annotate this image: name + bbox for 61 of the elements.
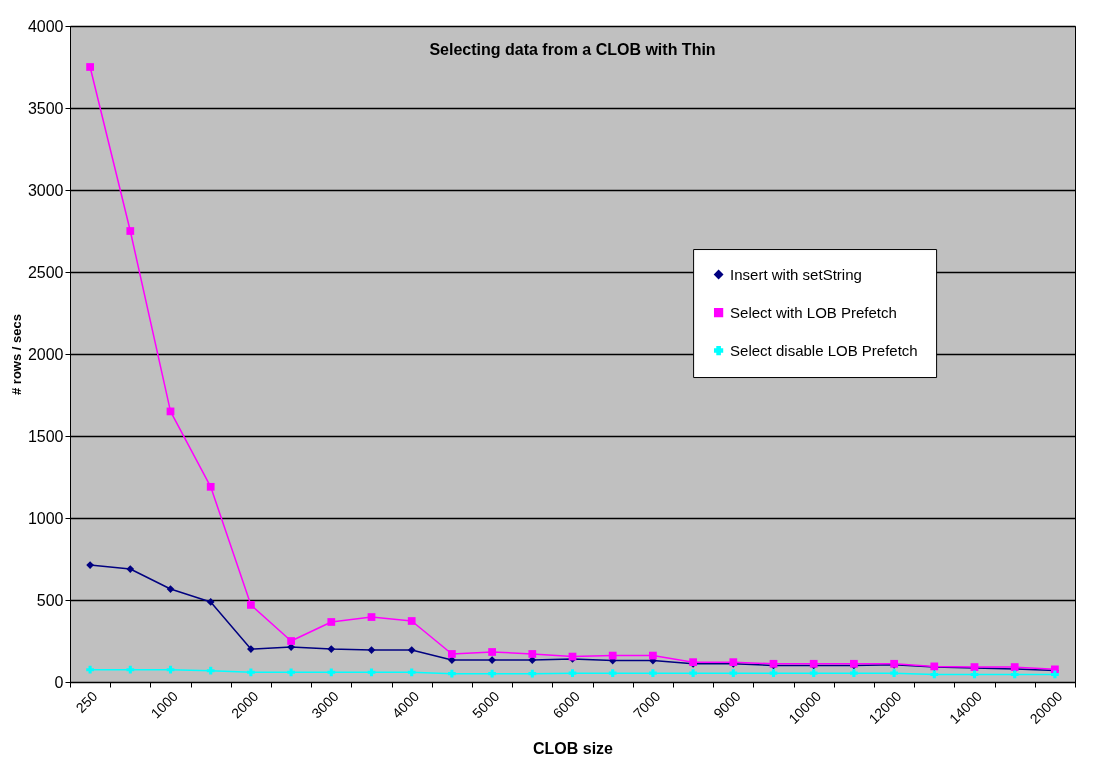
- point: [407, 668, 416, 677]
- point: [568, 669, 577, 678]
- x-tick-label: 250: [72, 687, 101, 716]
- y-tick-label: 1500: [27, 427, 64, 445]
- point: [448, 650, 456, 658]
- point: [729, 669, 738, 678]
- point: [166, 665, 175, 674]
- point: [407, 646, 416, 654]
- y-tick-label: 3500: [27, 99, 64, 117]
- point: [126, 665, 135, 674]
- point: [769, 669, 778, 678]
- point: [809, 669, 818, 678]
- point: [850, 669, 858, 678]
- point: [930, 670, 939, 679]
- y-tick-label: 0: [54, 673, 64, 691]
- point: [1051, 670, 1059, 679]
- y-tick-label: 1000: [27, 509, 64, 527]
- point: [608, 651, 617, 660]
- point: [488, 648, 496, 656]
- point: [166, 585, 175, 593]
- point: [367, 613, 376, 621]
- point: [206, 666, 215, 675]
- point: [1010, 670, 1019, 679]
- point: [608, 669, 617, 678]
- point: [126, 565, 135, 573]
- y-tick-label: 3000: [27, 181, 64, 199]
- point: [367, 646, 376, 654]
- point: [689, 669, 697, 678]
- y-axis-title: # rows / secs: [8, 314, 24, 395]
- legend-label: Select disable LOB Prefetch: [730, 341, 918, 359]
- point: [448, 669, 456, 678]
- point: [327, 668, 336, 677]
- text: Selecting data from a CLOB with Thin: [429, 41, 716, 58]
- point: [206, 598, 215, 606]
- point: [287, 637, 295, 645]
- point: [327, 645, 336, 653]
- x-axis-title: CLOB size: [532, 739, 614, 757]
- point: [890, 669, 898, 678]
- point: [528, 650, 537, 658]
- y-tick-label: 4000: [27, 17, 64, 35]
- point: [367, 668, 376, 677]
- point: [287, 668, 295, 677]
- point: [327, 618, 336, 626]
- point: [528, 669, 537, 678]
- point: [126, 227, 135, 235]
- point: [86, 665, 94, 674]
- point: [247, 601, 255, 609]
- point: [247, 645, 255, 653]
- point: [86, 63, 94, 71]
- legend-label: Insert with setString: [730, 265, 862, 283]
- point: [206, 482, 215, 491]
- y-tick-label: 2000: [27, 345, 64, 363]
- point: [407, 617, 416, 625]
- point: [247, 668, 255, 677]
- point: [488, 669, 496, 678]
- y-tick-label: 500: [36, 591, 64, 609]
- point: [86, 561, 94, 569]
- point: [649, 669, 657, 678]
- point: [649, 651, 657, 660]
- legend-label: Select with LOB Prefetch: [730, 303, 897, 321]
- y-tick-label: 2500: [27, 263, 64, 281]
